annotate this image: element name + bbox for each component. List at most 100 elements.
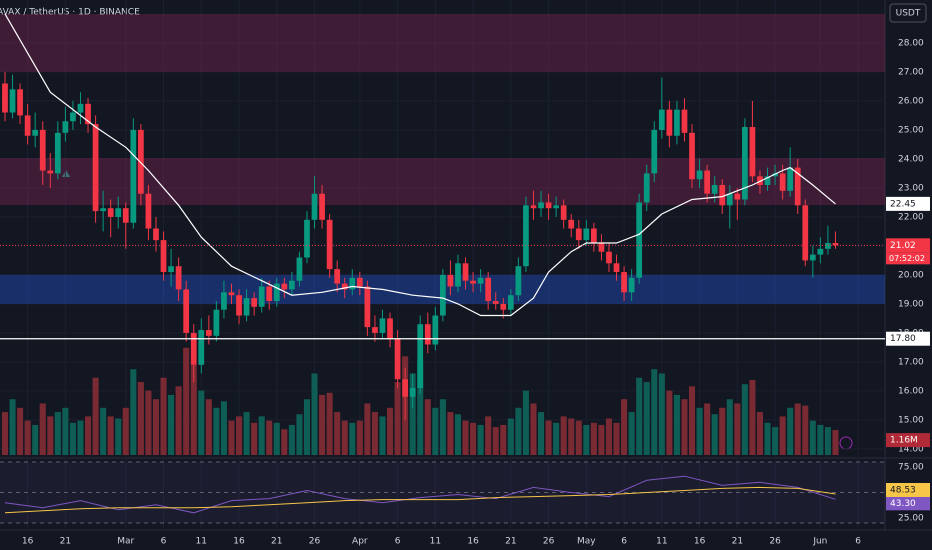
candle-body [507,295,514,310]
candle-body [591,228,597,244]
candle-body [175,266,182,290]
candle-body [636,202,643,278]
volume-bar [741,384,748,455]
rsi-value-label-box [886,496,930,511]
candle-body [296,257,303,281]
currency[interactable]: USDT [896,9,921,19]
volume-bar [122,407,129,455]
volume-bar [417,360,424,455]
volume-bar [236,416,243,455]
candle-body [530,205,537,209]
volume-bar [85,416,92,455]
candle-body [568,219,575,229]
y-tick-label: 28.00 [898,38,924,48]
x-tick-label: 11 [196,537,207,547]
volume-bar [696,407,703,455]
alert-icon[interactable] [839,436,853,450]
candle-body [628,277,635,293]
volume-bar [515,407,522,455]
candle-body [432,315,439,345]
candle-body [658,109,665,130]
x-tick-label: 26 [769,537,781,547]
volume-bar [832,430,839,455]
x-tick-label: 21 [505,537,516,547]
support-label: 17.80 [890,334,916,344]
price-label: 21.02 [890,241,916,251]
candle-body [470,280,476,284]
candle-body [424,324,431,345]
volume-bar [394,382,401,455]
candle-body [115,208,122,217]
volume-bar [462,420,469,455]
y-tick-label: 22.00 [898,212,924,222]
candle-body [387,318,393,339]
candle-body [213,309,220,336]
candle-body [689,132,695,180]
candle-body [251,298,257,307]
volume-bar [575,420,582,455]
candle-body [757,176,763,186]
x-tick-label: Mar [117,537,134,547]
rsi-band [0,462,885,523]
x-tick-label: May [577,537,596,547]
candle-body [236,295,242,316]
candle-body [138,129,144,194]
candle-body [825,243,831,249]
x-tick-label: 11 [656,537,667,547]
x-tick-label: 16 [467,537,479,547]
candle-body [794,167,801,206]
ma-label: 22.45 [890,199,916,209]
candle-body [107,208,114,217]
volume-bar [24,420,31,455]
candle-body [205,330,212,336]
volume-bar [470,422,477,455]
volume-bar [545,420,552,455]
volume-bar [251,422,258,455]
volume-bar [772,427,779,455]
volume-bar [734,403,741,455]
volume-bar [183,347,190,455]
x-tick-label: 21 [60,537,71,547]
volume-bar [326,392,333,455]
candle-body [349,277,356,290]
candle-body [749,127,756,177]
rsi-value-label-box [886,482,930,497]
y-tick-label: 24.00 [898,154,924,164]
candle-body [477,277,484,284]
x-tick-label: 16 [233,537,245,547]
candle-body [523,205,529,267]
candle-body [319,193,325,220]
volume-bar [266,420,273,455]
candle-body [613,263,620,273]
candle-body [228,292,235,296]
countdown: 07:52:02 [889,254,925,263]
volume-bar [711,414,718,455]
volume-bar [621,399,628,455]
volume-bar [228,420,235,455]
volume-bar [62,407,69,455]
volume-bar [220,401,227,455]
currency-box[interactable] [889,3,927,23]
volume-bar [107,416,114,455]
candle-body [809,254,816,261]
volume-bar [258,416,265,455]
volume-bar [387,407,394,455]
candle-body [515,266,522,296]
volume-bar [651,369,658,455]
x-tick-label: 21 [271,537,282,547]
candle-body [719,185,726,206]
candle-body [130,129,137,223]
candle-body [32,129,39,136]
volume-bar [54,412,61,455]
y-tick-label: 14.00 [898,444,924,454]
volume-bar [379,416,386,455]
volume-bar [213,407,220,455]
zone [0,13,885,72]
volume-bar [288,424,295,455]
candle-body [621,272,627,293]
candle-body [122,208,129,223]
volume-bar [492,427,499,455]
volume-bar [100,407,107,455]
volume-bar [205,399,212,455]
volume-bar [175,386,182,455]
